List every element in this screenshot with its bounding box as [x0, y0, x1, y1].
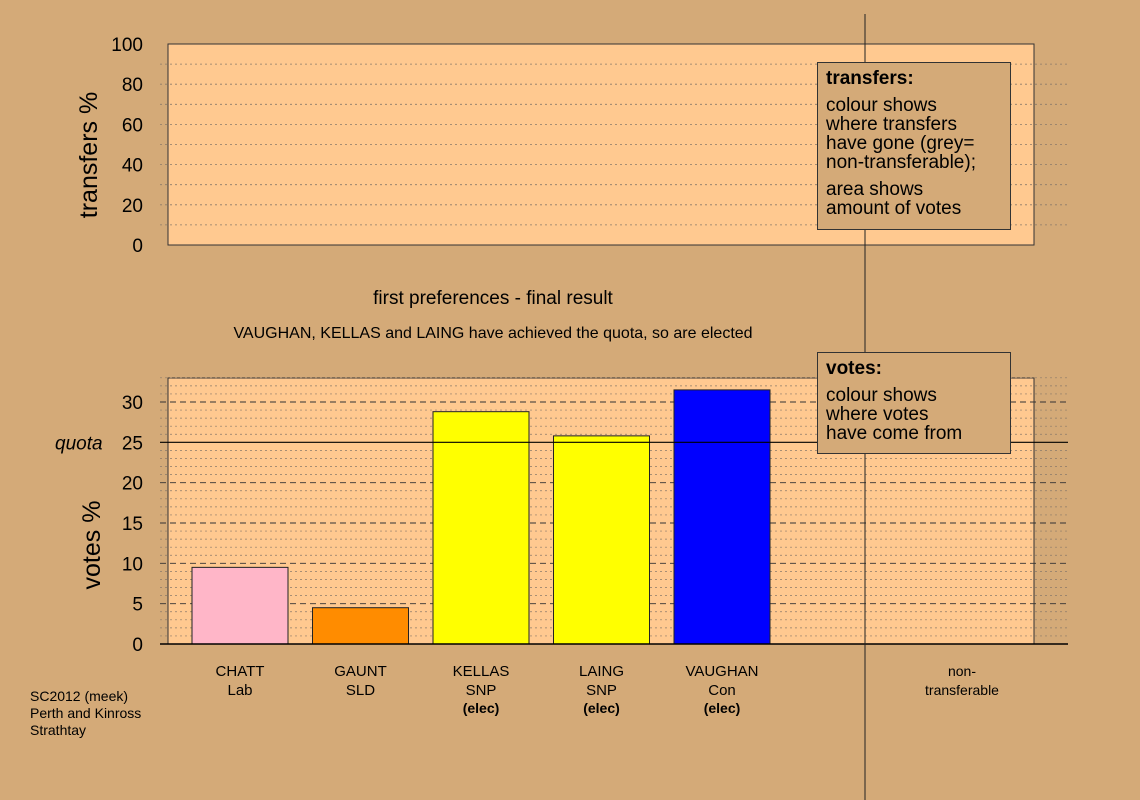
vote-bar-chatt: [191, 566, 289, 645]
votes-legend: votes: colour shows where votes have com…: [817, 352, 1011, 454]
candidate-elected-label: (elec): [463, 700, 500, 716]
votes-axis-label: votes %: [78, 501, 106, 590]
footer-line: SC2012 (meek): [30, 688, 129, 704]
candidate-name-label: GAUNT: [334, 663, 387, 680]
votes-tick-labels: 0 5 10 15 20 25 30: [122, 393, 143, 656]
stage-heading: first preferences - final result: [373, 288, 613, 309]
vote-bars: [191, 389, 771, 645]
transfers-tick-label: 60: [122, 115, 143, 136]
nontransferable-label-line1: non-: [948, 663, 976, 679]
transfers-legend-line: where transfers: [826, 114, 957, 135]
footer-line: Strathtay: [30, 722, 87, 738]
candidate-party-label: Con: [708, 682, 736, 699]
votes-legend-line: colour shows: [826, 385, 937, 406]
candidate-name-label: CHATT: [216, 663, 265, 680]
vote-bar-kellas: [432, 411, 530, 645]
transfers-legend: transfers: colour shows where transfers …: [817, 62, 1011, 230]
votes-tick-label: 5: [132, 595, 143, 616]
candidate-elected-label: (elec): [704, 700, 741, 716]
transfers-legend-title: transfers:: [826, 68, 914, 89]
candidate-name-label: LAING: [579, 663, 624, 680]
transfers-legend-line: area shows: [826, 179, 924, 200]
vote-bar-vaughan: [673, 389, 771, 645]
transfers-tick-label: 100: [111, 35, 143, 56]
transfers-tick-label: 40: [122, 156, 143, 177]
transfers-legend-line: colour shows: [826, 95, 937, 116]
votes-tick-label: 20: [122, 474, 143, 495]
candidate-party-label: SLD: [346, 682, 375, 699]
transfers-tick-labels: 0 20 40 60 80 100: [111, 35, 143, 257]
candidate-name-label: KELLAS: [453, 663, 510, 680]
transfers-legend-line: amount of votes: [826, 198, 962, 219]
votes-legend-line: where votes: [826, 404, 929, 425]
votes-legend-title: votes:: [826, 358, 882, 379]
votes-tick-label: 15: [122, 514, 143, 535]
votes-tick-label: 25: [122, 433, 143, 454]
votes-tick-label: 0: [132, 635, 143, 656]
status-heading: VAUGHAN, KELLAS and LAING have achieved …: [233, 325, 752, 342]
footer-line: Perth and Kinross: [30, 705, 142, 721]
quota-label: quota: [55, 433, 103, 454]
candidate-labels: CHATTLabGAUNTSLDKELLASSNP(elec)LAINGSNP(…: [216, 663, 759, 716]
vote-bar-gaunt: [312, 607, 409, 645]
vote-bar-laing: [553, 435, 650, 645]
transfers-tick-label: 80: [122, 75, 143, 96]
votes-legend-line: have come from: [826, 423, 963, 444]
candidate-name-label: VAUGHAN: [685, 663, 758, 680]
transfers-tick-label: 20: [122, 196, 143, 217]
candidate-party-label: Lab: [227, 682, 252, 699]
nontransferable-label-line2: transferable: [925, 682, 999, 698]
transfers-legend-line: have gone (grey=: [826, 133, 975, 154]
transfers-tick-label: 0: [132, 236, 143, 257]
candidate-elected-label: (elec): [583, 700, 620, 716]
transfers-legend-line: non-transferable);: [826, 152, 976, 173]
candidate-party-label: SNP: [586, 682, 617, 699]
chart-footer: SC2012 (meek) Perth and Kinross Strathta…: [30, 688, 141, 739]
votes-tick-label: 30: [122, 393, 143, 414]
candidate-party-label: SNP: [466, 682, 497, 699]
transfers-axis-label: transfers %: [75, 92, 103, 218]
votes-tick-label: 10: [122, 554, 143, 575]
